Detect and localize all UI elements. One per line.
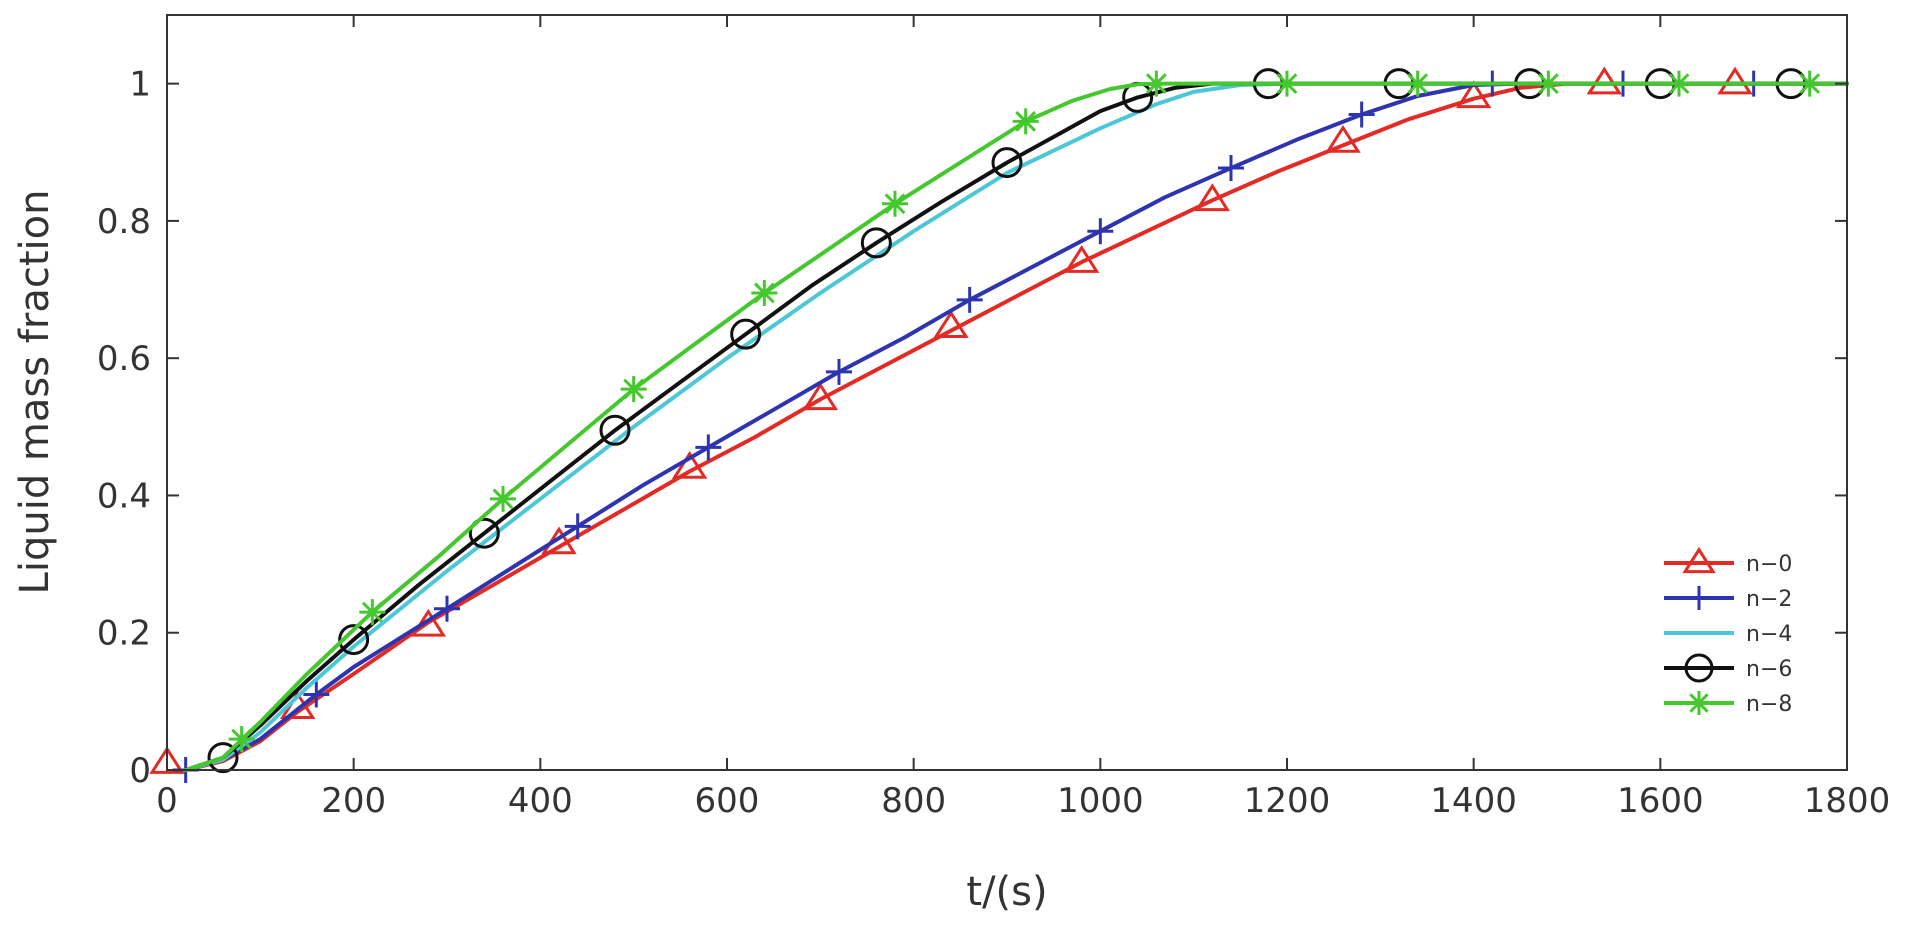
data-point: [1535, 70, 1562, 97]
data-point: [468, 517, 500, 549]
data-point: [303, 681, 330, 708]
y-tick-label: 1: [129, 65, 151, 105]
data-point: [730, 318, 762, 350]
data-point: [149, 746, 185, 774]
series-line: [183, 81, 1849, 772]
legend-item: n−4: [1664, 622, 1792, 647]
data-point: [1404, 70, 1431, 97]
legend: n−0 n−2 n−4 n−6 n−8: [1664, 546, 1792, 717]
data-point: [338, 624, 370, 656]
legend-item: n−2: [1664, 586, 1792, 612]
series-line: [183, 81, 1849, 772]
x-tick-label: 1600: [1617, 781, 1704, 821]
data-point: [1012, 108, 1039, 135]
legend-marker: [1684, 653, 1714, 683]
ticks-layer: 0 200 400 600 800 1000 1200 1400 1600 1800 0 0.2 0.4…: [97, 15, 1890, 821]
legend-label: n−6: [1746, 657, 1792, 682]
data-point: [1325, 124, 1361, 153]
y-tick-label: 0.6: [97, 339, 151, 379]
y-axis-title: Liquid mass fraction: [12, 190, 58, 595]
data-point: [956, 286, 983, 313]
data-point: [751, 279, 778, 306]
data-point: [1218, 155, 1244, 182]
data-point: [1194, 183, 1231, 212]
data-point: [695, 434, 722, 461]
series-line: [183, 81, 1849, 772]
series-layer: [149, 66, 1849, 783]
plot-frame: [166, 14, 1848, 771]
x-tick-label: 1400: [1430, 781, 1517, 821]
legend-label: n−0: [1746, 552, 1792, 577]
y-tick-label: 0.4: [97, 476, 151, 516]
data-point: [1455, 80, 1492, 109]
data-point: [860, 227, 892, 259]
legend-marker: [1682, 546, 1716, 574]
data-point: [228, 726, 255, 753]
data-point: [564, 513, 591, 540]
data-point: [207, 742, 239, 774]
data-point: [1586, 66, 1623, 95]
data-point: [620, 376, 647, 403]
series-3: [183, 68, 1849, 774]
series-4: [183, 70, 1849, 772]
series-line: [183, 81, 1849, 772]
data-point: [1274, 70, 1300, 97]
data-point: [1717, 66, 1753, 95]
legend-marker: [1687, 586, 1711, 610]
data-point: [1143, 70, 1170, 97]
data-point: [490, 485, 516, 512]
y-tick-label: 0.8: [97, 202, 151, 242]
x-tick-label: 1200: [1244, 781, 1331, 821]
data-point: [1348, 101, 1375, 128]
x-tick-label: 400: [508, 781, 573, 821]
data-point: [1063, 245, 1100, 273]
data-point: [1796, 70, 1823, 97]
x-tick-label: 1000: [1057, 781, 1144, 821]
data-point: [991, 147, 1023, 179]
x-tick-label: 0: [156, 781, 178, 821]
legend-item: n−6: [1664, 653, 1792, 683]
legend-label: n−4: [1746, 622, 1792, 647]
data-point: [599, 414, 631, 446]
data-point: [1087, 218, 1114, 245]
data-point: [826, 358, 852, 385]
data-point: [359, 599, 386, 626]
x-tick-label: 1800: [1804, 781, 1891, 821]
data-point: [882, 190, 908, 217]
series-2: [183, 81, 1849, 772]
legend-label: n−8: [1746, 692, 1792, 717]
legend-label: n−2: [1746, 587, 1792, 612]
data-point: [671, 450, 708, 479]
legend-item: n−0: [1664, 546, 1792, 577]
legend-item: n−8: [1664, 691, 1792, 717]
data-point: [933, 310, 969, 339]
legend-marker: [1687, 691, 1711, 715]
x-tick-label: 800: [881, 781, 946, 821]
data-point: [802, 382, 839, 411]
y-tick-label: 0.2: [97, 614, 151, 654]
y-tick-label: 0: [129, 751, 151, 791]
series-line: [183, 81, 1849, 772]
data-point: [434, 595, 460, 622]
x-tick-label: 200: [321, 781, 386, 821]
x-tick-label: 600: [695, 781, 760, 821]
data-point: [1666, 70, 1692, 97]
x-axis-title: t/(s): [966, 869, 1047, 915]
